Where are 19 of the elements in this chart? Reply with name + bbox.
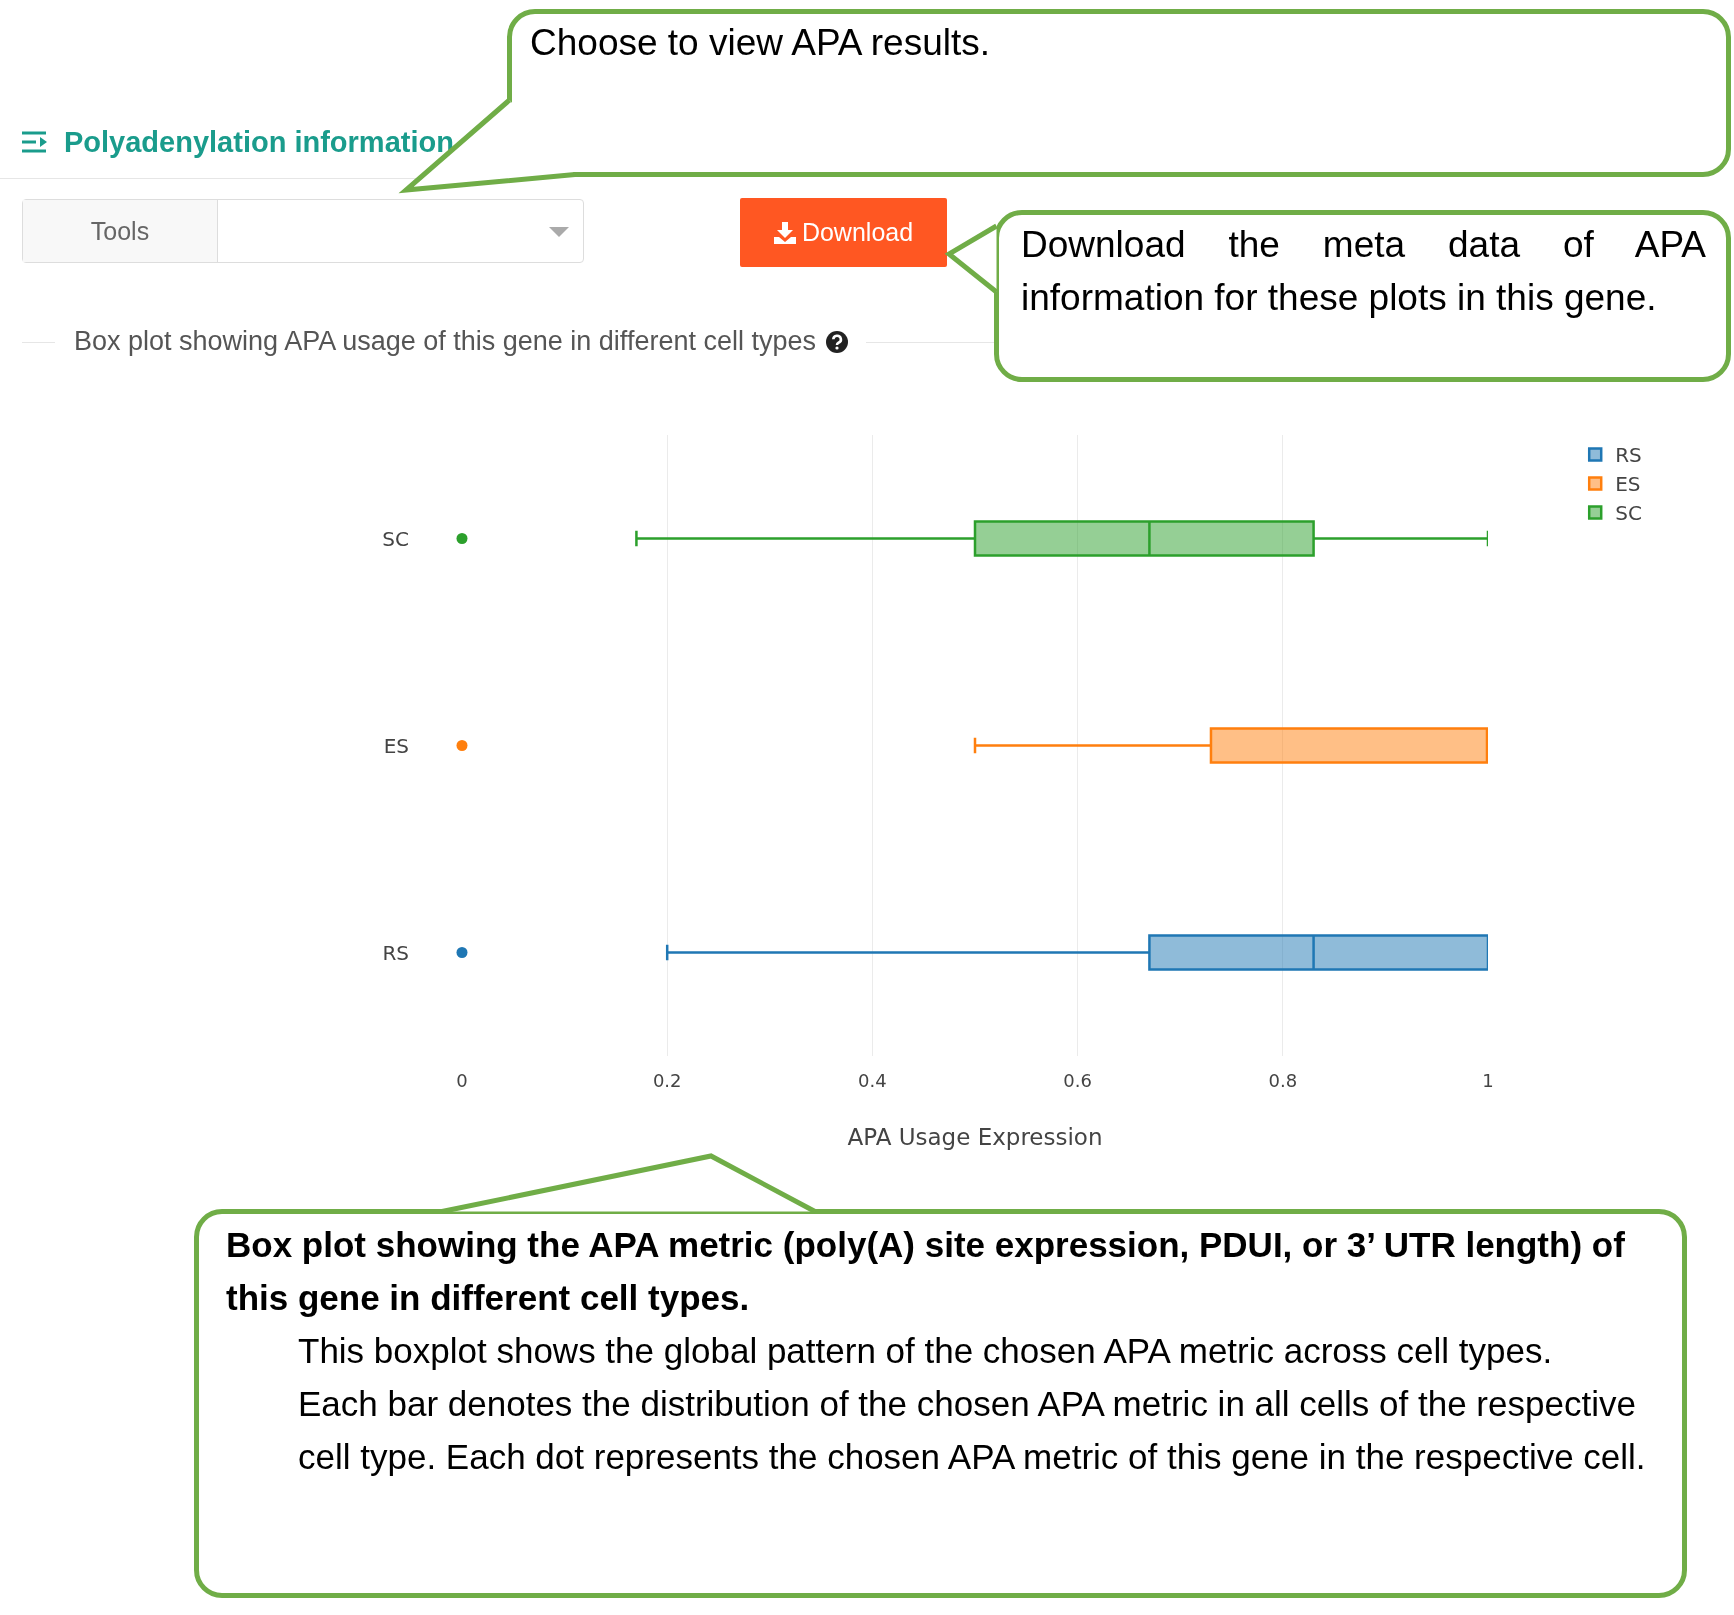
chart-title: Polyadenylation information <box>64 125 454 159</box>
y-tick-label: RS <box>382 940 409 965</box>
x-tick-label: 0.2 <box>652 1070 682 1091</box>
dropdown-field: Tools <box>22 199 584 263</box>
chart-subtitle: Box plot showing APA usage of this gene in different cell types <box>74 326 816 357</box>
x-tick-label: 0.4 <box>858 1070 887 1091</box>
legend-label: SC <box>1615 501 1642 526</box>
legend-label: ES <box>1615 472 1641 497</box>
x-tick-label: 1 <box>1482 1070 1494 1091</box>
x-tick-label: 0.8 <box>1268 1070 1298 1091</box>
callout-box: Choose to view APA results. <box>507 9 1731 177</box>
y-tick-label: ES <box>383 733 409 758</box>
y-tick-label: SC <box>382 526 409 551</box>
download-button: Download <box>740 198 947 267</box>
x-tick-label: 0 <box>456 1070 468 1091</box>
callout-box: Download the meta data of APA information for these plots in this gene. <box>994 210 1731 382</box>
x-tick-label: 0.6 <box>1063 1070 1092 1091</box>
legend-label: RS <box>1615 443 1642 468</box>
x-axis-title: APA Usage Expression <box>847 1123 1103 1150</box>
